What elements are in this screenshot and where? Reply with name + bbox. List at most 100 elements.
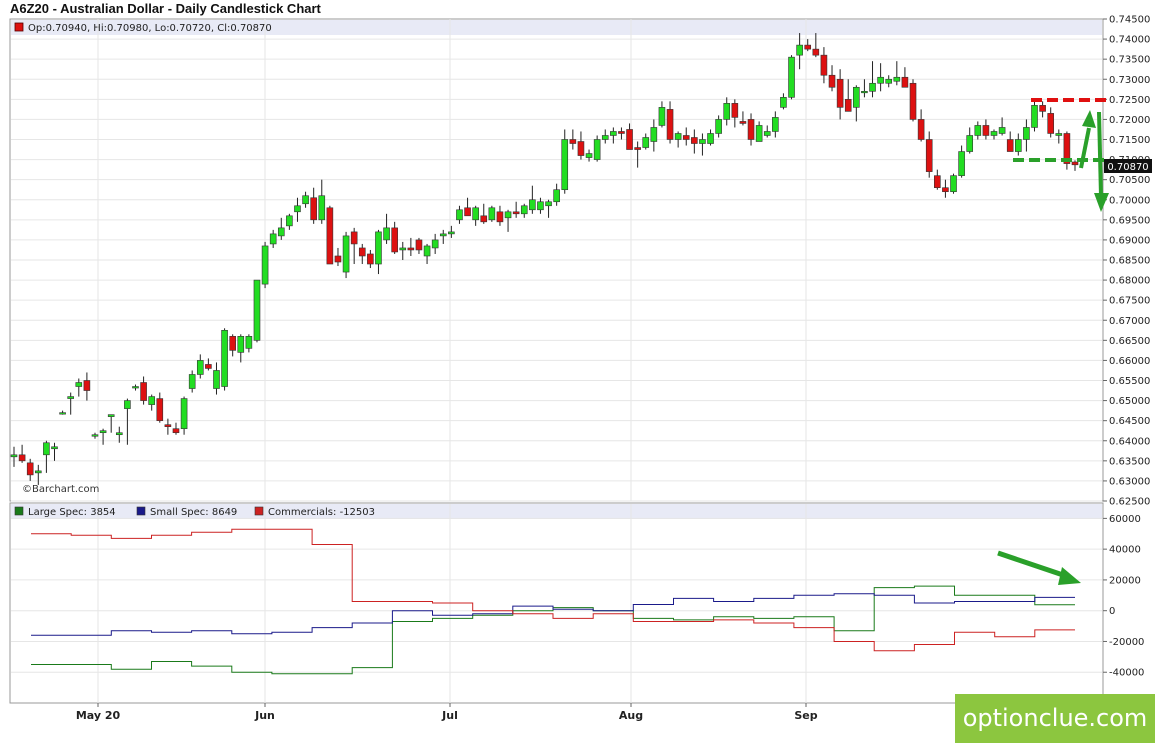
candle-body	[610, 131, 617, 136]
candle-body	[763, 131, 771, 136]
ohlc-header-bar	[11, 20, 1102, 35]
candle-body	[350, 231, 358, 245]
candle-body	[747, 119, 755, 140]
candle-body	[115, 432, 123, 436]
candle-body	[253, 279, 261, 341]
candle-body	[229, 336, 236, 351]
candle-body	[755, 125, 763, 142]
candle-body	[124, 400, 131, 409]
candle-body	[691, 137, 698, 144]
candle-body	[34, 470, 42, 474]
candle-body	[407, 247, 415, 251]
candle-body	[561, 139, 569, 191]
price-tick-label: 0.69500	[1109, 215, 1150, 226]
candles	[10, 33, 1079, 485]
price-tick-label: 0.70500	[1109, 175, 1150, 186]
candle-body	[537, 201, 544, 211]
x-tick-label: Jun	[254, 709, 275, 722]
down-arrow-icon	[1094, 111, 1109, 212]
candle-body	[796, 44, 803, 56]
price-tick-label: 0.62500	[1109, 497, 1150, 508]
candle-body	[950, 175, 957, 193]
candle-body	[982, 125, 990, 136]
candle-body	[682, 135, 690, 140]
candle-body	[334, 255, 342, 263]
price-tick-label: 0.73000	[1109, 75, 1150, 86]
svg-text:0.70870: 0.70870	[1107, 162, 1148, 173]
price-tick-label: 0.69000	[1109, 235, 1150, 246]
candle-body	[1023, 127, 1030, 140]
candle-body	[512, 211, 520, 215]
cot-tick-label: -40000	[1109, 668, 1144, 679]
candle-body	[545, 201, 552, 207]
price-tick-label: 0.68000	[1109, 276, 1150, 287]
candle-body	[245, 336, 253, 349]
cot-legend: Large Spec: 3854 Small Spec: 8649 Commerci…	[14, 506, 375, 518]
candle-body	[739, 121, 747, 124]
cot-axis: 60000 40000 20000 0 -20000 -40000	[1103, 514, 1144, 679]
candle-body	[423, 245, 431, 257]
price-tick-label: 0.64500	[1109, 416, 1150, 427]
candle-body	[367, 253, 374, 265]
candle-body	[132, 386, 139, 389]
x-tick-label: Jul	[441, 709, 458, 722]
candle-body	[1039, 105, 1046, 112]
last-price-tag: 0.70870	[1104, 159, 1152, 173]
price-tick-label: 0.74000	[1109, 35, 1150, 46]
candle-body	[820, 54, 828, 76]
legend-swatch	[254, 506, 264, 516]
candle-body	[148, 396, 155, 405]
price-tick-label: 0.74500	[1109, 15, 1150, 26]
candle-body	[269, 233, 277, 245]
up-arrow-icon	[1079, 110, 1096, 169]
annotations	[997, 98, 1109, 585]
candle-body	[1047, 113, 1055, 134]
candle-body	[10, 454, 18, 458]
x-tick-label: Aug	[619, 709, 643, 722]
candle-body	[569, 139, 577, 144]
candle-body	[294, 205, 301, 213]
candle-body	[310, 197, 317, 221]
candle-body	[853, 86, 860, 108]
candle-body	[650, 127, 658, 142]
candle-body	[431, 239, 439, 249]
candle-body	[1055, 133, 1063, 136]
candle-body	[237, 336, 245, 353]
price-tick-label: 0.68500	[1109, 256, 1150, 267]
ohlc-readout: Op:0.70940, Hi:0.70980, Lo:0.70720, Cl:0…	[28, 23, 272, 34]
legend-swatch	[14, 506, 24, 516]
cot-tick-label: 60000	[1109, 514, 1141, 525]
candle-body	[723, 103, 731, 120]
candle-body	[658, 107, 666, 126]
candle-body	[213, 370, 220, 389]
candle-body	[26, 462, 34, 476]
candle-body	[221, 329, 228, 387]
price-tick-label: 0.67500	[1109, 296, 1150, 307]
candle-body	[286, 215, 293, 227]
price-tick-label: 0.66000	[1109, 356, 1150, 367]
candle-body	[261, 245, 269, 285]
candle-body	[634, 147, 641, 150]
candle-body	[731, 103, 739, 118]
candle-body	[107, 414, 115, 417]
candle-body	[1031, 105, 1038, 128]
candle-body	[1071, 161, 1079, 166]
candle-body	[172, 428, 180, 434]
candle-body	[780, 97, 787, 108]
candle-body	[861, 91, 868, 94]
candle-body	[666, 109, 674, 140]
page-title: A6Z20 - Australian Dollar - Daily Candle…	[10, 1, 321, 16]
candle-body	[342, 235, 350, 273]
candle-body	[812, 48, 820, 56]
candle-body	[205, 364, 212, 369]
legend-label: Small Spec: 8649	[150, 507, 237, 518]
candle-body	[893, 76, 901, 82]
price-tick-label: 0.73500	[1109, 55, 1150, 66]
x-axis: May 20 Jun Jul Aug Sep	[76, 703, 818, 722]
price-tick-label: 0.72000	[1109, 115, 1150, 126]
candle-body	[925, 139, 933, 172]
cot-lines	[31, 528, 1075, 675]
candle-body	[618, 131, 625, 134]
price-tick-label: 0.63000	[1109, 476, 1150, 487]
